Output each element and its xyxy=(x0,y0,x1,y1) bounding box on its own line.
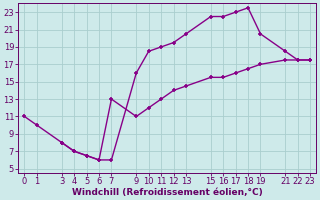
X-axis label: Windchill (Refroidissement éolien,°C): Windchill (Refroidissement éolien,°C) xyxy=(72,188,263,197)
